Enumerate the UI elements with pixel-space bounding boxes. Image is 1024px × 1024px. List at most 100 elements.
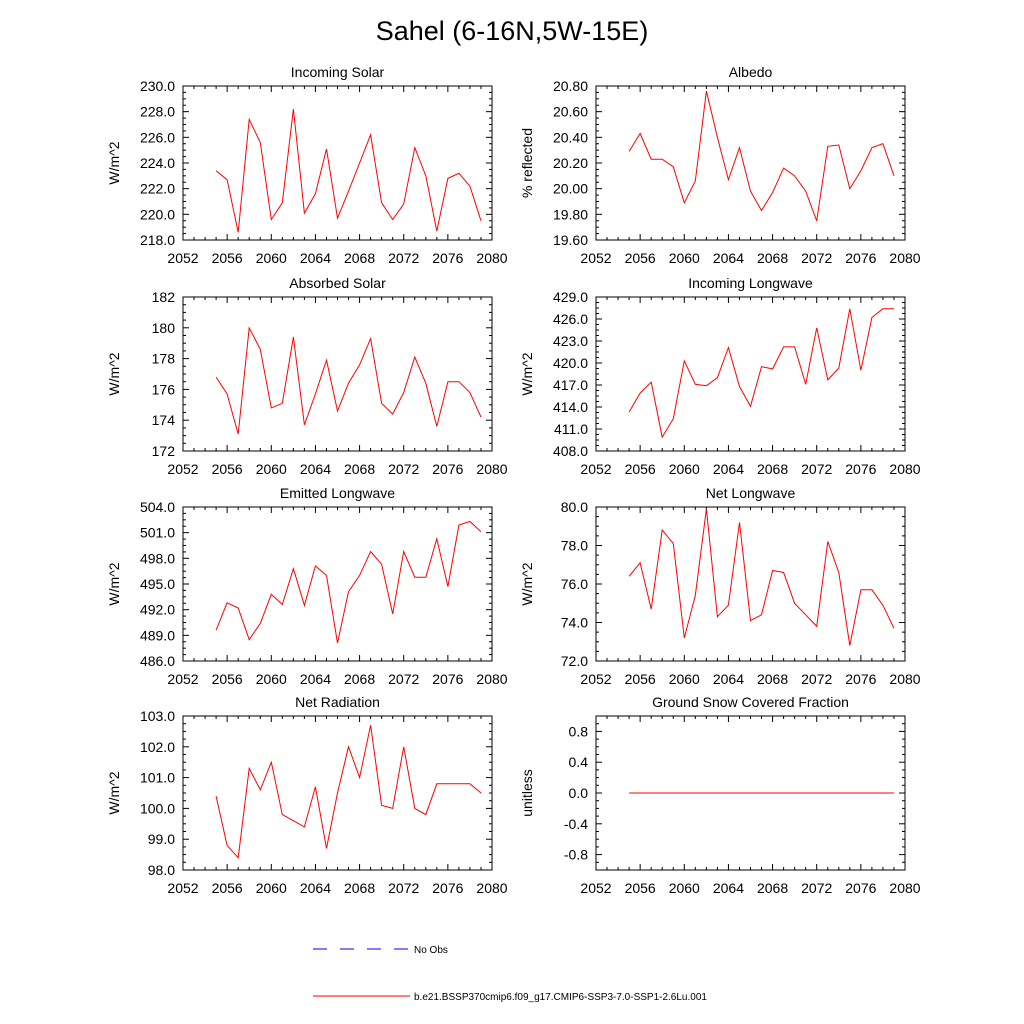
y-tick-label: 172	[152, 443, 176, 459]
chart-panel-8: Ground Snow Covered Fraction unitless 2052…	[519, 694, 921, 896]
panels-group: Incoming Solar W/m^2 2052 2056 2060 2064 2068 2…	[106, 64, 921, 896]
series-line	[628, 308, 894, 439]
y-tick-label: 504.0	[140, 499, 175, 515]
x-tick-label: 2076	[845, 461, 876, 477]
y-tick-label: 178	[152, 351, 176, 367]
x-tick-label: 2068	[757, 250, 788, 266]
x-tick-label: 2060	[669, 250, 700, 266]
y-tick-label: 180	[152, 320, 176, 336]
x-tick-label: 2056	[625, 250, 656, 266]
plot-frame	[595, 296, 906, 452]
y-tick-label: 102.0	[140, 739, 175, 755]
series-line	[215, 326, 482, 435]
y-tick-label: 222.0	[140, 181, 175, 197]
legend: No Obs b.e21.BSSP370cmip6.f09_g17.CMIP6-…	[313, 945, 707, 1003]
y-tick-label: 99.0	[148, 831, 175, 847]
panel-title: Absorbed Solar	[289, 275, 386, 291]
x-tick-label: 2052	[580, 880, 611, 896]
x-tick-label: 2056	[212, 671, 243, 687]
y-tick-label: 486.0	[140, 653, 175, 669]
y-axis-label: W/m^2	[519, 562, 535, 605]
x-tick-label: 2068	[344, 461, 375, 477]
y-tick-label: 20.40	[553, 129, 588, 145]
chart-panel-6: Net Longwave W/m^2 2052 2056 2060 2064 2068 207…	[519, 485, 921, 687]
y-tick-label: 20.00	[553, 181, 588, 197]
y-tick-label: 80.0	[561, 499, 588, 515]
x-tick-label: 2072	[801, 880, 832, 896]
x-tick-label: 2056	[212, 880, 243, 896]
series-line	[215, 725, 482, 859]
y-tick-label: 100.0	[140, 800, 175, 816]
y-tick-label: 20.80	[553, 78, 588, 94]
y-tick-label: 78.0	[561, 538, 588, 554]
x-tick-label: 2064	[713, 461, 744, 477]
y-tick-label: 230.0	[140, 78, 175, 94]
x-tick-label: 2052	[167, 880, 198, 896]
x-tick-label: 2052	[167, 250, 198, 266]
plot-frame	[595, 85, 906, 241]
y-tick-label: 411.0	[554, 421, 588, 437]
x-tick-label: 2080	[889, 880, 920, 896]
x-tick-label: 2064	[300, 250, 331, 266]
x-tick-label: 2064	[300, 461, 331, 477]
x-tick-label: 2064	[300, 671, 331, 687]
y-tick-label: 19.80	[553, 206, 588, 222]
x-tick-label: 2080	[889, 250, 920, 266]
panel-title: Incoming Longwave	[688, 275, 813, 291]
y-axis-label: % reflected	[519, 128, 535, 198]
y-axis-label: W/m^2	[106, 771, 122, 814]
y-tick-label: 220.0	[140, 206, 175, 222]
x-tick-label: 2060	[669, 461, 700, 477]
x-tick-label: 2072	[801, 250, 832, 266]
y-axis-label: W/m^2	[106, 141, 122, 184]
chart-panel-1: Incoming Solar W/m^2 2052 2056 2060 2064 2068 2…	[106, 64, 508, 266]
plot-frame	[182, 506, 493, 662]
chart-panel-4: Incoming Longwave W/m^2 2052 2056 2060 2064 20…	[519, 275, 921, 477]
x-tick-label: 2060	[256, 671, 287, 687]
y-tick-label: 20.60	[553, 104, 588, 120]
plot-frame	[182, 296, 493, 452]
y-tick-label: -0.4	[564, 816, 588, 832]
y-tick-label: 98.0	[148, 862, 175, 878]
y-tick-label: 228.0	[140, 104, 175, 120]
panel-title: Albedo	[729, 64, 773, 80]
y-tick-label: -0.8	[564, 847, 588, 863]
y-tick-label: 429.0	[553, 289, 588, 305]
x-tick-label: 2060	[256, 250, 287, 266]
y-tick-label: 492.0	[140, 602, 175, 618]
y-tick-label: 0.4	[569, 754, 589, 770]
y-tick-label: 174	[152, 412, 176, 428]
x-tick-label: 2072	[388, 461, 419, 477]
x-tick-label: 2060	[669, 880, 700, 896]
y-axis-label: W/m^2	[519, 352, 535, 395]
series-line	[628, 508, 895, 646]
y-tick-label: 72.0	[561, 653, 588, 669]
legend-obs-label: No Obs	[414, 945, 448, 956]
y-tick-label: 103.0	[140, 708, 175, 724]
chart-panel-3: Absorbed Solar W/m^2 2052 2056 2060 2064 2068 2…	[106, 275, 508, 477]
x-tick-label: 2080	[889, 671, 920, 687]
panel-title: Ground Snow Covered Fraction	[652, 694, 849, 710]
x-tick-label: 2072	[801, 461, 832, 477]
series-line	[215, 520, 482, 644]
x-tick-label: 2068	[757, 461, 788, 477]
x-tick-label: 2056	[212, 461, 243, 477]
x-tick-label: 2072	[388, 880, 419, 896]
x-tick-label: 2064	[713, 880, 744, 896]
x-tick-label: 2068	[757, 880, 788, 896]
y-axis-label: W/m^2	[106, 352, 122, 395]
x-tick-label: 2056	[212, 250, 243, 266]
x-tick-label: 2064	[713, 671, 744, 687]
x-tick-label: 2068	[344, 880, 375, 896]
y-axis-label: unitless	[519, 769, 535, 816]
x-tick-label: 2060	[669, 671, 700, 687]
x-tick-label: 2076	[432, 250, 463, 266]
panel-title: Emitted Longwave	[280, 485, 395, 501]
y-tick-label: 0.8	[569, 723, 589, 739]
y-tick-label: 74.0	[561, 615, 588, 631]
y-tick-label: 420.0	[553, 355, 588, 371]
x-tick-label: 2080	[476, 250, 507, 266]
y-tick-label: 414.0	[553, 399, 588, 415]
x-tick-label: 2076	[432, 671, 463, 687]
